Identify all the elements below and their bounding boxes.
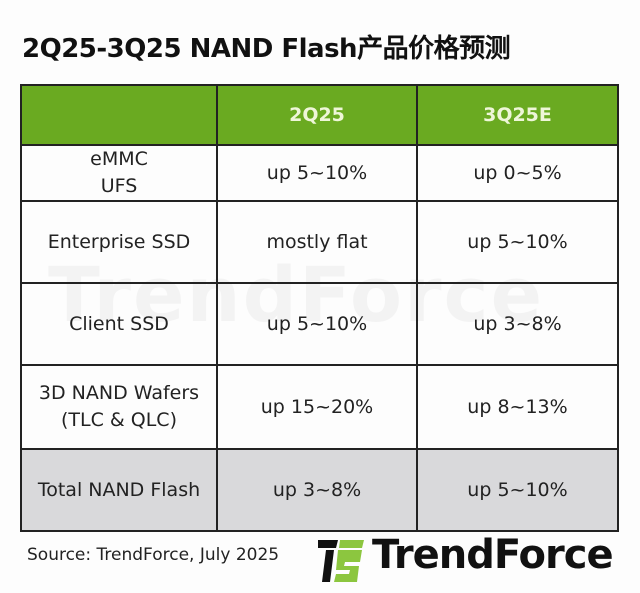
total-value-2q25: up 3~8% [216, 448, 418, 532]
product-cell: eMMC UFS [20, 144, 218, 202]
table-row: 3D NAND Wafers (TLC & QLC) up 15~20% up 8… [20, 364, 619, 450]
product-cell: Enterprise SSD [20, 200, 218, 284]
header-product [20, 84, 218, 146]
value-3q25e: up 0~5% [416, 144, 619, 202]
header-3q25e: 3Q25E [416, 84, 619, 146]
table-row: Enterprise SSD mostly flat up 5~10% [20, 200, 619, 284]
table-row: eMMC UFS up 5~10% up 0~5% [20, 144, 619, 202]
product-cell: Client SSD [20, 282, 218, 366]
value-2q25: up 5~10% [216, 282, 418, 366]
brand-name: TrendForce [372, 532, 614, 578]
source-note: Source: TrendForce, July 2025 [27, 545, 280, 565]
price-forecast-table: 2Q25 3Q25E eMMC UFS up 5~10% up 0~5% Ente… [20, 84, 619, 532]
total-row: Total NAND Flash up 3~8% up 5~10% [20, 448, 619, 532]
value-2q25: up 5~10% [216, 144, 418, 202]
header-2q25: 2Q25 [216, 84, 418, 146]
value-3q25e: up 8~13% [416, 364, 619, 450]
table-row: Client SSD up 5~10% up 3~8% [20, 282, 619, 366]
trendforce-logo-icon [318, 540, 364, 582]
header-row: 2Q25 3Q25E [20, 84, 619, 146]
value-3q25e: up 3~8% [416, 282, 619, 366]
total-product-cell: Total NAND Flash [20, 448, 218, 532]
product-cell: 3D NAND Wafers (TLC & QLC) [20, 364, 218, 450]
value-3q25e: up 5~10% [416, 200, 619, 284]
value-2q25: up 15~20% [216, 364, 418, 450]
chart-title: 2Q25-3Q25 NAND Flash产品价格预测 [22, 34, 511, 64]
value-2q25: mostly flat [216, 200, 418, 284]
total-value-3q25e: up 5~10% [416, 448, 619, 532]
